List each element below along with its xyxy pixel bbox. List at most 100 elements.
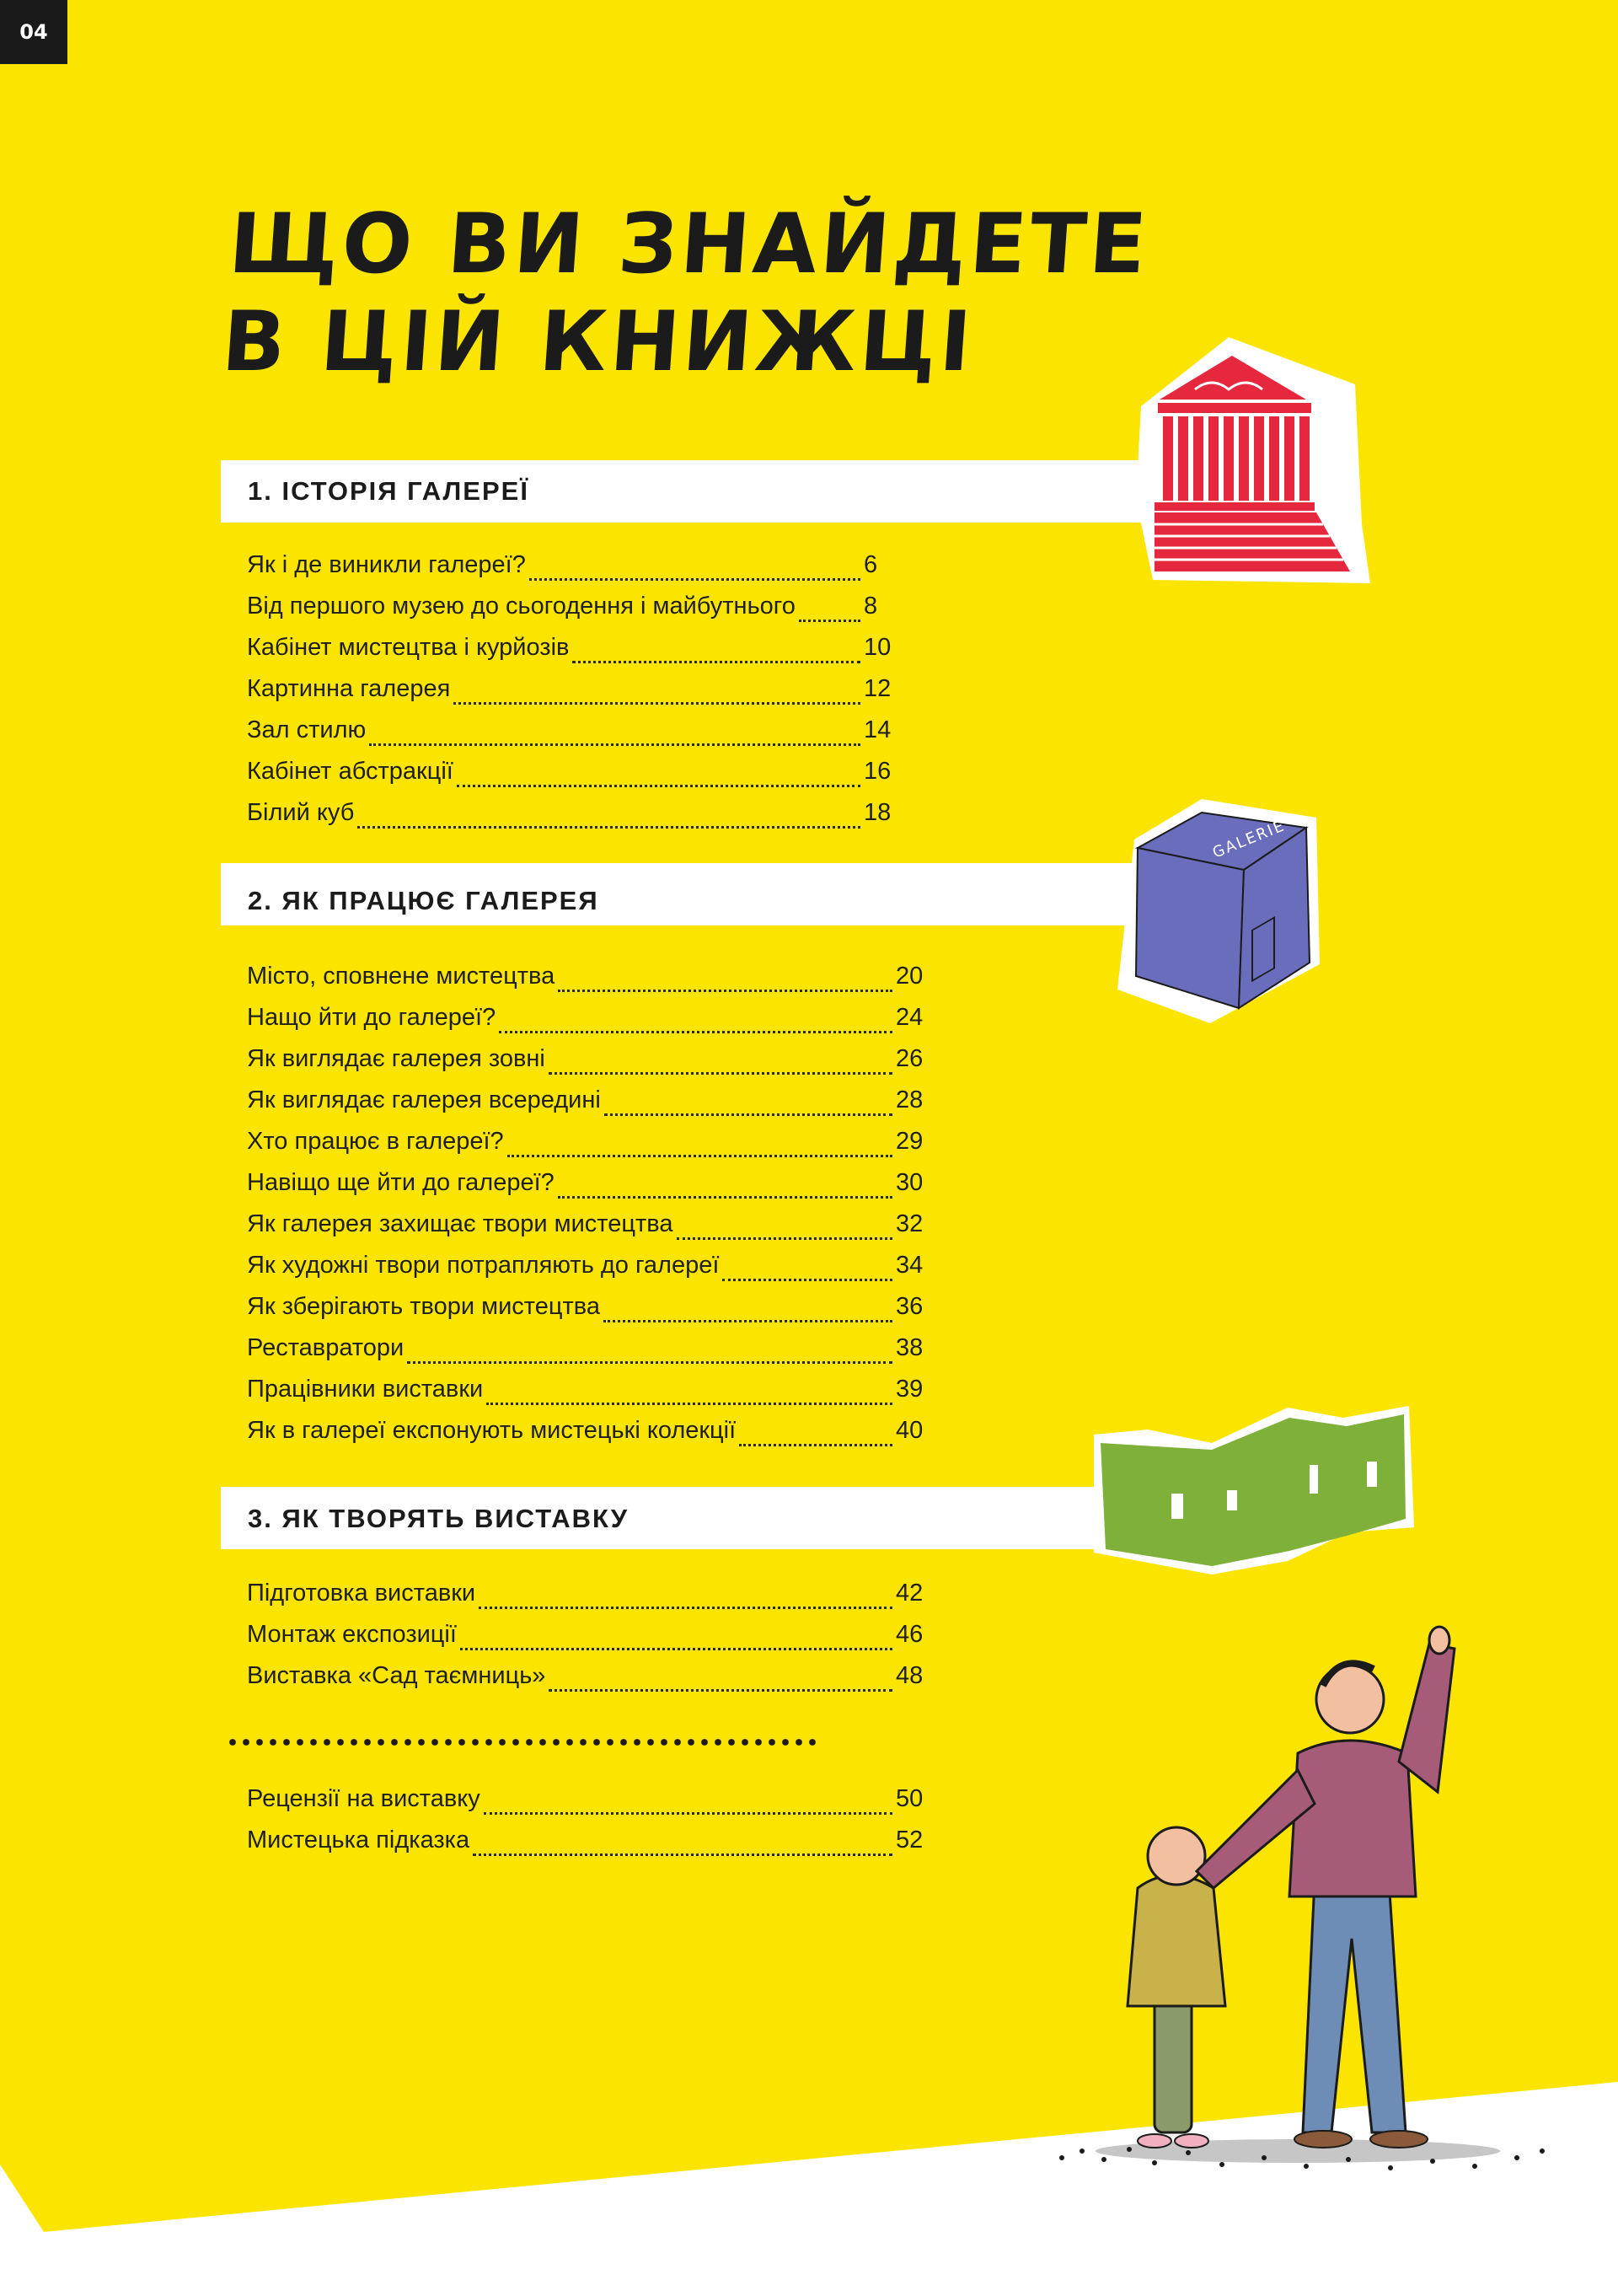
toc-item-page: 38 bbox=[896, 1334, 924, 1361]
toc-item[interactable]: Реставратори 38 bbox=[247, 1334, 928, 1376]
dot-leader bbox=[549, 1688, 892, 1692]
toc-item[interactable]: Як в галереї експонують мистецькі колекц… bbox=[247, 1417, 928, 1458]
dot-leader bbox=[548, 1071, 892, 1075]
toc-item[interactable]: Кабінет мистецтва і курйозів 10 bbox=[247, 634, 896, 675]
toc-item-page: 46 bbox=[896, 1621, 924, 1648]
dot-leader bbox=[357, 825, 860, 829]
toc-item[interactable]: Зал стилю 14 bbox=[247, 716, 896, 758]
section-2-band bbox=[221, 863, 1135, 925]
toc-item-title: Як виглядає галерея всередині bbox=[247, 1086, 601, 1113]
toc-item[interactable]: Як художні твори потрапляють до галереї 3… bbox=[247, 1252, 928, 1293]
toc-item-page: 6 bbox=[864, 551, 878, 578]
toc-item[interactable]: Хто працює в галереї? 29 bbox=[247, 1128, 928, 1169]
toc-item[interactable]: Як і де виникли галереї? 6 bbox=[247, 551, 896, 593]
toc-item[interactable]: Картинна галерея 12 bbox=[247, 675, 896, 716]
toc-item-page: 20 bbox=[896, 963, 924, 990]
toc-item-page: 52 bbox=[896, 1827, 924, 1853]
toc-item-title: Реставратори bbox=[247, 1334, 404, 1361]
toc-item-title: Підготовка виставки bbox=[247, 1580, 476, 1607]
toc-item-title: Як художні твори потрапляють до галереї bbox=[247, 1252, 720, 1279]
toc-item[interactable]: Як галерея захищає твори мистецтва 32 bbox=[247, 1210, 928, 1252]
toc-item-page: 28 bbox=[896, 1086, 924, 1113]
dot-leader bbox=[459, 1647, 892, 1650]
toc-item[interactable]: Як виглядає галерея зовні 26 bbox=[247, 1045, 928, 1086]
toc-item-title: Виставка «Сад таємниць» bbox=[247, 1662, 546, 1689]
dot-leader bbox=[722, 1278, 892, 1281]
section-1-toc: Як і де виникли галереї? 6 Від першого му… bbox=[247, 551, 896, 840]
toc-item-page: 50 bbox=[896, 1785, 924, 1812]
toc-item-page: 48 bbox=[896, 1662, 924, 1689]
toc-item-title: Як виглядає галерея зовні bbox=[247, 1045, 545, 1072]
dot-leader bbox=[369, 743, 860, 746]
page-title: Що ви знайдете в цій книжці bbox=[219, 196, 1153, 391]
toc-item-title: Картинна галерея bbox=[247, 675, 451, 702]
dot-leader bbox=[499, 1030, 892, 1033]
toc-item-title: Як галерея захищає твори мистецтва bbox=[247, 1210, 673, 1237]
toc-item-page: 12 bbox=[864, 675, 892, 702]
toc-item-page: 18 bbox=[864, 799, 892, 826]
toc-item[interactable]: Працівники виставки 39 bbox=[247, 1376, 928, 1417]
toc-item-page: 16 bbox=[864, 758, 892, 785]
dot-leader bbox=[483, 1811, 892, 1815]
toc-item[interactable]: Монтаж експозиції 46 bbox=[247, 1621, 928, 1662]
dot-leader bbox=[479, 1606, 892, 1609]
toc-item-title: Білий куб bbox=[247, 799, 355, 826]
toc-item-title: Як в галереї експонують мистецькі колекц… bbox=[247, 1417, 737, 1444]
dot-leader bbox=[407, 1360, 892, 1364]
section-1-band bbox=[221, 460, 1144, 523]
toc-item[interactable]: Виставка «Сад таємниць» 48 bbox=[247, 1662, 928, 1703]
toc-item[interactable]: Підготовка виставки 42 bbox=[247, 1580, 928, 1621]
toc-item-page: 24 bbox=[896, 1004, 924, 1031]
dot-leader bbox=[486, 1402, 892, 1405]
toc-item-title: Монтаж експозиції bbox=[247, 1621, 457, 1648]
toc-item[interactable]: Навіщо ще йти до галереї? 30 bbox=[247, 1169, 928, 1210]
dot-leader bbox=[798, 619, 860, 622]
toc-item[interactable]: Місто, сповнене мистецтва 20 bbox=[247, 963, 928, 1004]
section-3-toc: Підготовка виставки 42 Монтаж експозиції 4… bbox=[247, 1580, 928, 1703]
toc-item-title: Як і де виникли галереї? bbox=[247, 551, 526, 578]
dot-leader bbox=[456, 784, 860, 787]
toc-item-title: Зал стилю bbox=[247, 716, 367, 743]
toc-item[interactable]: Від першого музею до сьогодення і майбут… bbox=[247, 593, 896, 634]
toc-item-page: 32 bbox=[896, 1210, 924, 1237]
toc-item-title: Навіщо ще йти до галереї? bbox=[247, 1169, 555, 1196]
toc-item-title: Кабінет мистецтва і курйозів bbox=[247, 634, 570, 661]
toc-item-page: 34 bbox=[896, 1252, 924, 1279]
dot-leader bbox=[603, 1319, 892, 1322]
toc-item-page: 8 bbox=[864, 593, 878, 620]
dot-leader bbox=[676, 1237, 892, 1240]
toc-item[interactable]: Білий куб 18 bbox=[247, 799, 896, 840]
toc-item-page: 36 bbox=[896, 1293, 924, 1320]
toc-item-page: 39 bbox=[896, 1376, 924, 1403]
toc-item-title: Місто, сповнене мистецтва bbox=[247, 963, 555, 990]
cube-gallery-illustration: GALERIE bbox=[1117, 799, 1320, 1023]
toc-item-title: Мистецька підказка bbox=[247, 1827, 470, 1853]
toc-item[interactable]: Кабінет абстракції 16 bbox=[247, 758, 896, 799]
toc-item[interactable]: Нащо йти до галереї? 24 bbox=[247, 1004, 928, 1045]
dot-leader bbox=[739, 1443, 892, 1446]
toc-item-title: Кабінет абстракції bbox=[247, 758, 453, 785]
dot-leader bbox=[528, 577, 860, 581]
toc-item-title: Хто працює в галереї? bbox=[247, 1128, 504, 1155]
toc-item-page: 40 bbox=[896, 1417, 924, 1444]
toc-item-page: 10 bbox=[864, 634, 892, 661]
section-3-heading: 3. Як творять виставку bbox=[248, 1504, 629, 1533]
toc-item[interactable]: Як виглядає галерея всередині 28 bbox=[247, 1086, 928, 1128]
toc-item-page: 14 bbox=[864, 716, 892, 743]
page-title-line-1: Що ви знайдете bbox=[226, 196, 1153, 292]
museum-temple-illustration bbox=[1136, 337, 1370, 583]
dotted-separator bbox=[226, 1739, 816, 1746]
folding-wall-illustration bbox=[1094, 1406, 1414, 1574]
section-1-heading: 1. Історія галереї bbox=[248, 476, 529, 506]
section-2-toc: Місто, сповнене мистецтва 20 Нащо йти до … bbox=[247, 963, 928, 1458]
dot-leader bbox=[453, 701, 860, 705]
toc-item-page: 29 bbox=[896, 1128, 924, 1155]
toc-item[interactable]: Як зберігають твори мистецтва 36 bbox=[247, 1293, 928, 1334]
page-title-line-2: в цій книжці bbox=[218, 294, 978, 390]
dot-leader bbox=[572, 660, 860, 663]
dot-leader bbox=[506, 1154, 892, 1157]
toc-item-title: Як зберігають твори мистецтва bbox=[247, 1293, 600, 1320]
section-2-heading: 2. Як працює галерея bbox=[248, 886, 599, 915]
toc-item[interactable]: Рецензії на виставку 50 bbox=[247, 1785, 928, 1827]
toc-item[interactable]: Мистецька підказка 52 bbox=[247, 1827, 928, 1868]
